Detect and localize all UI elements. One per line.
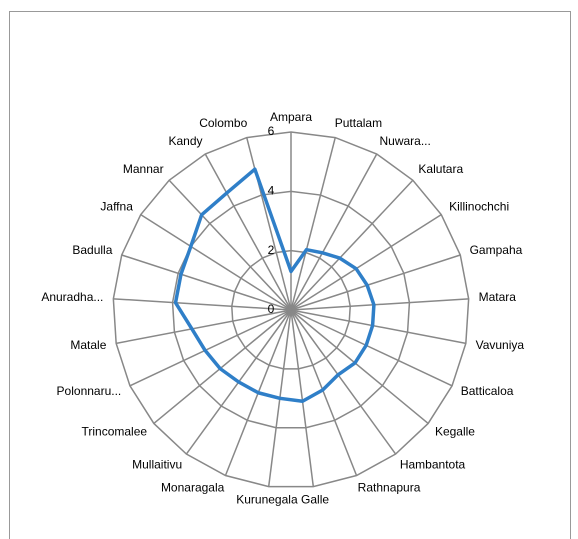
y-tick-label: 2 xyxy=(268,243,275,257)
category-label: Mullaitivu xyxy=(132,458,182,472)
spoke xyxy=(290,179,414,311)
category-label: Colombo xyxy=(199,116,247,130)
spoke xyxy=(290,309,358,476)
category-label: Polonnaru... xyxy=(57,384,122,398)
category-label: Vavuniya xyxy=(476,338,525,352)
y-tick-label: 6 xyxy=(268,124,275,138)
category-label: Killinochchi xyxy=(449,199,509,213)
spoke xyxy=(116,309,292,345)
spoke xyxy=(290,309,397,455)
spoke xyxy=(290,153,378,311)
spoke xyxy=(246,137,292,311)
category-label: Matara xyxy=(479,290,517,304)
spoke xyxy=(204,153,292,311)
spoke xyxy=(290,213,442,311)
spoke xyxy=(290,309,466,345)
spoke xyxy=(113,298,292,311)
spoke xyxy=(140,213,292,311)
chart-frame xyxy=(9,11,571,539)
category-label: Kegalle xyxy=(435,425,475,439)
category-label: Badulla xyxy=(72,243,112,257)
category-label: Nuwara... xyxy=(379,134,430,148)
spoke xyxy=(290,309,429,425)
category-label: Batticaloa xyxy=(461,384,514,398)
grid-ring xyxy=(231,249,351,370)
spoke xyxy=(153,309,292,425)
category-label: Kurunegala xyxy=(236,493,298,507)
spoke xyxy=(290,309,315,487)
category-label: Kandy xyxy=(168,134,202,148)
category-label: Hambantota xyxy=(400,458,466,472)
y-tick-label: 0 xyxy=(268,302,275,316)
category-label: Gampaha xyxy=(470,243,523,257)
grid-ring xyxy=(112,131,470,488)
spoke xyxy=(290,254,461,311)
spoke xyxy=(121,254,292,311)
category-label: Ampara xyxy=(270,110,312,124)
data-line xyxy=(173,167,376,403)
category-label: Galle xyxy=(301,493,329,507)
category-label: Anuradha... xyxy=(41,290,103,304)
spoke xyxy=(290,298,469,311)
category-label: Matale xyxy=(70,338,106,352)
y-tick-label: 4 xyxy=(268,184,275,198)
category-label: Mannar xyxy=(123,162,164,176)
category-label: Puttalam xyxy=(335,116,382,130)
category-label: Monaragala xyxy=(161,481,225,495)
category-label: Trincomalee xyxy=(81,425,147,439)
spoke xyxy=(290,137,336,311)
category-label: Rathnapura xyxy=(358,481,421,495)
spoke xyxy=(290,309,453,387)
category-label: Kalutara xyxy=(418,162,463,176)
category-label: Jaffna xyxy=(100,199,133,213)
spoke xyxy=(129,309,292,387)
spoke xyxy=(168,179,292,311)
